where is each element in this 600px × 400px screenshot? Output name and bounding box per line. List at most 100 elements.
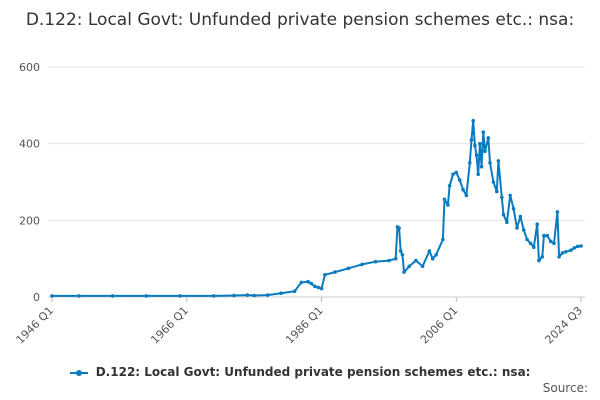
data-point — [545, 233, 550, 238]
data-point — [569, 248, 573, 252]
data-point — [442, 197, 447, 202]
data-point — [319, 286, 324, 291]
data-point — [548, 239, 553, 244]
data-point — [434, 253, 438, 257]
gridlines — [48, 66, 585, 298]
data-point — [521, 228, 526, 232]
data-point — [110, 294, 115, 298]
data-point — [552, 241, 556, 246]
data-point — [575, 244, 580, 249]
data-point — [557, 254, 561, 259]
data-point — [528, 241, 533, 246]
data-point — [479, 164, 484, 169]
data-point — [427, 249, 432, 253]
series-line — [52, 119, 582, 297]
data-point — [469, 138, 474, 142]
data-point — [446, 203, 450, 207]
data-point — [299, 280, 304, 285]
data-point — [316, 285, 321, 290]
data-point — [441, 237, 445, 242]
data-point — [478, 141, 482, 146]
data-point — [572, 246, 577, 250]
legend[interactable]: D.122: Local Govt: Unfunded private pens… — [0, 365, 600, 379]
data-point — [245, 293, 250, 297]
data-point — [178, 294, 182, 298]
data-point — [309, 281, 314, 286]
legend-swatch — [69, 369, 88, 376]
data-point — [346, 266, 351, 271]
data-point — [333, 270, 337, 274]
x-tick-label: 2006 Q1 — [418, 304, 461, 347]
data-point — [420, 264, 425, 269]
x-tick-label: 2024 Q3 — [543, 304, 586, 347]
y-tick-label: 200 — [19, 214, 40, 227]
data-point — [397, 226, 401, 230]
data-point — [468, 161, 472, 165]
data-point — [252, 293, 256, 298]
data-point — [50, 294, 54, 298]
data-point — [279, 291, 283, 296]
data-point — [488, 161, 492, 165]
data-point — [360, 262, 364, 267]
data-point — [532, 245, 536, 249]
axes: 0 200 400 600 1946 Q1 1966 Q1 1986 Q1 2006 Q1 20… — [14, 61, 586, 346]
data-point — [398, 249, 403, 253]
data-point — [481, 130, 486, 134]
data-point — [560, 251, 565, 255]
data-point — [555, 210, 560, 214]
data-point — [471, 118, 476, 123]
data-point — [542, 233, 546, 238]
data-point — [265, 293, 270, 297]
data-point — [407, 264, 412, 269]
data-point — [508, 193, 512, 198]
x-tick-label: 1966 Q1 — [148, 304, 191, 347]
data-point — [501, 212, 506, 217]
data-point — [540, 254, 545, 259]
data-point — [211, 294, 216, 298]
data-point — [564, 250, 568, 254]
data-point — [500, 195, 504, 200]
data-point — [447, 184, 452, 188]
data-point — [373, 259, 378, 264]
y-tick-label: 600 — [19, 61, 40, 74]
source-label: Source: — [542, 381, 588, 395]
data-point — [486, 136, 491, 140]
data-point — [511, 207, 516, 211]
data-point — [518, 214, 523, 219]
data-point — [525, 237, 529, 242]
data-point — [387, 258, 391, 263]
data-point — [414, 258, 418, 263]
data-point — [323, 273, 327, 277]
data-point — [77, 294, 81, 298]
y-tick-label: 0 — [33, 291, 40, 304]
data-point — [461, 187, 465, 192]
data-point — [400, 253, 405, 257]
data-point — [402, 270, 406, 274]
data-point — [292, 289, 297, 294]
data-point — [393, 256, 398, 261]
data-point — [515, 226, 519, 230]
data-point — [144, 294, 149, 298]
data-point — [474, 153, 479, 157]
data-point — [457, 178, 462, 182]
data-point — [454, 170, 459, 175]
chart-title: D.122: Local Govt: Unfunded private pens… — [25, 10, 575, 30]
x-tick-label: 1946 Q1 — [14, 304, 57, 347]
data-point — [464, 193, 469, 198]
data-point — [232, 293, 236, 298]
data-point — [496, 159, 501, 163]
data-point — [476, 172, 481, 177]
data-point — [473, 143, 477, 148]
series — [50, 118, 583, 298]
y-tick-label: 400 — [19, 138, 40, 151]
data-point — [451, 172, 455, 177]
data-point — [535, 222, 539, 226]
x-tick-label: 1986 Q1 — [283, 304, 326, 347]
data-point — [430, 256, 435, 261]
data-point — [306, 279, 310, 284]
data-point — [537, 258, 541, 263]
legend-label: D.122: Local Govt: Unfunded private pens… — [95, 365, 531, 379]
data-point — [505, 220, 509, 225]
data-point — [495, 189, 499, 194]
